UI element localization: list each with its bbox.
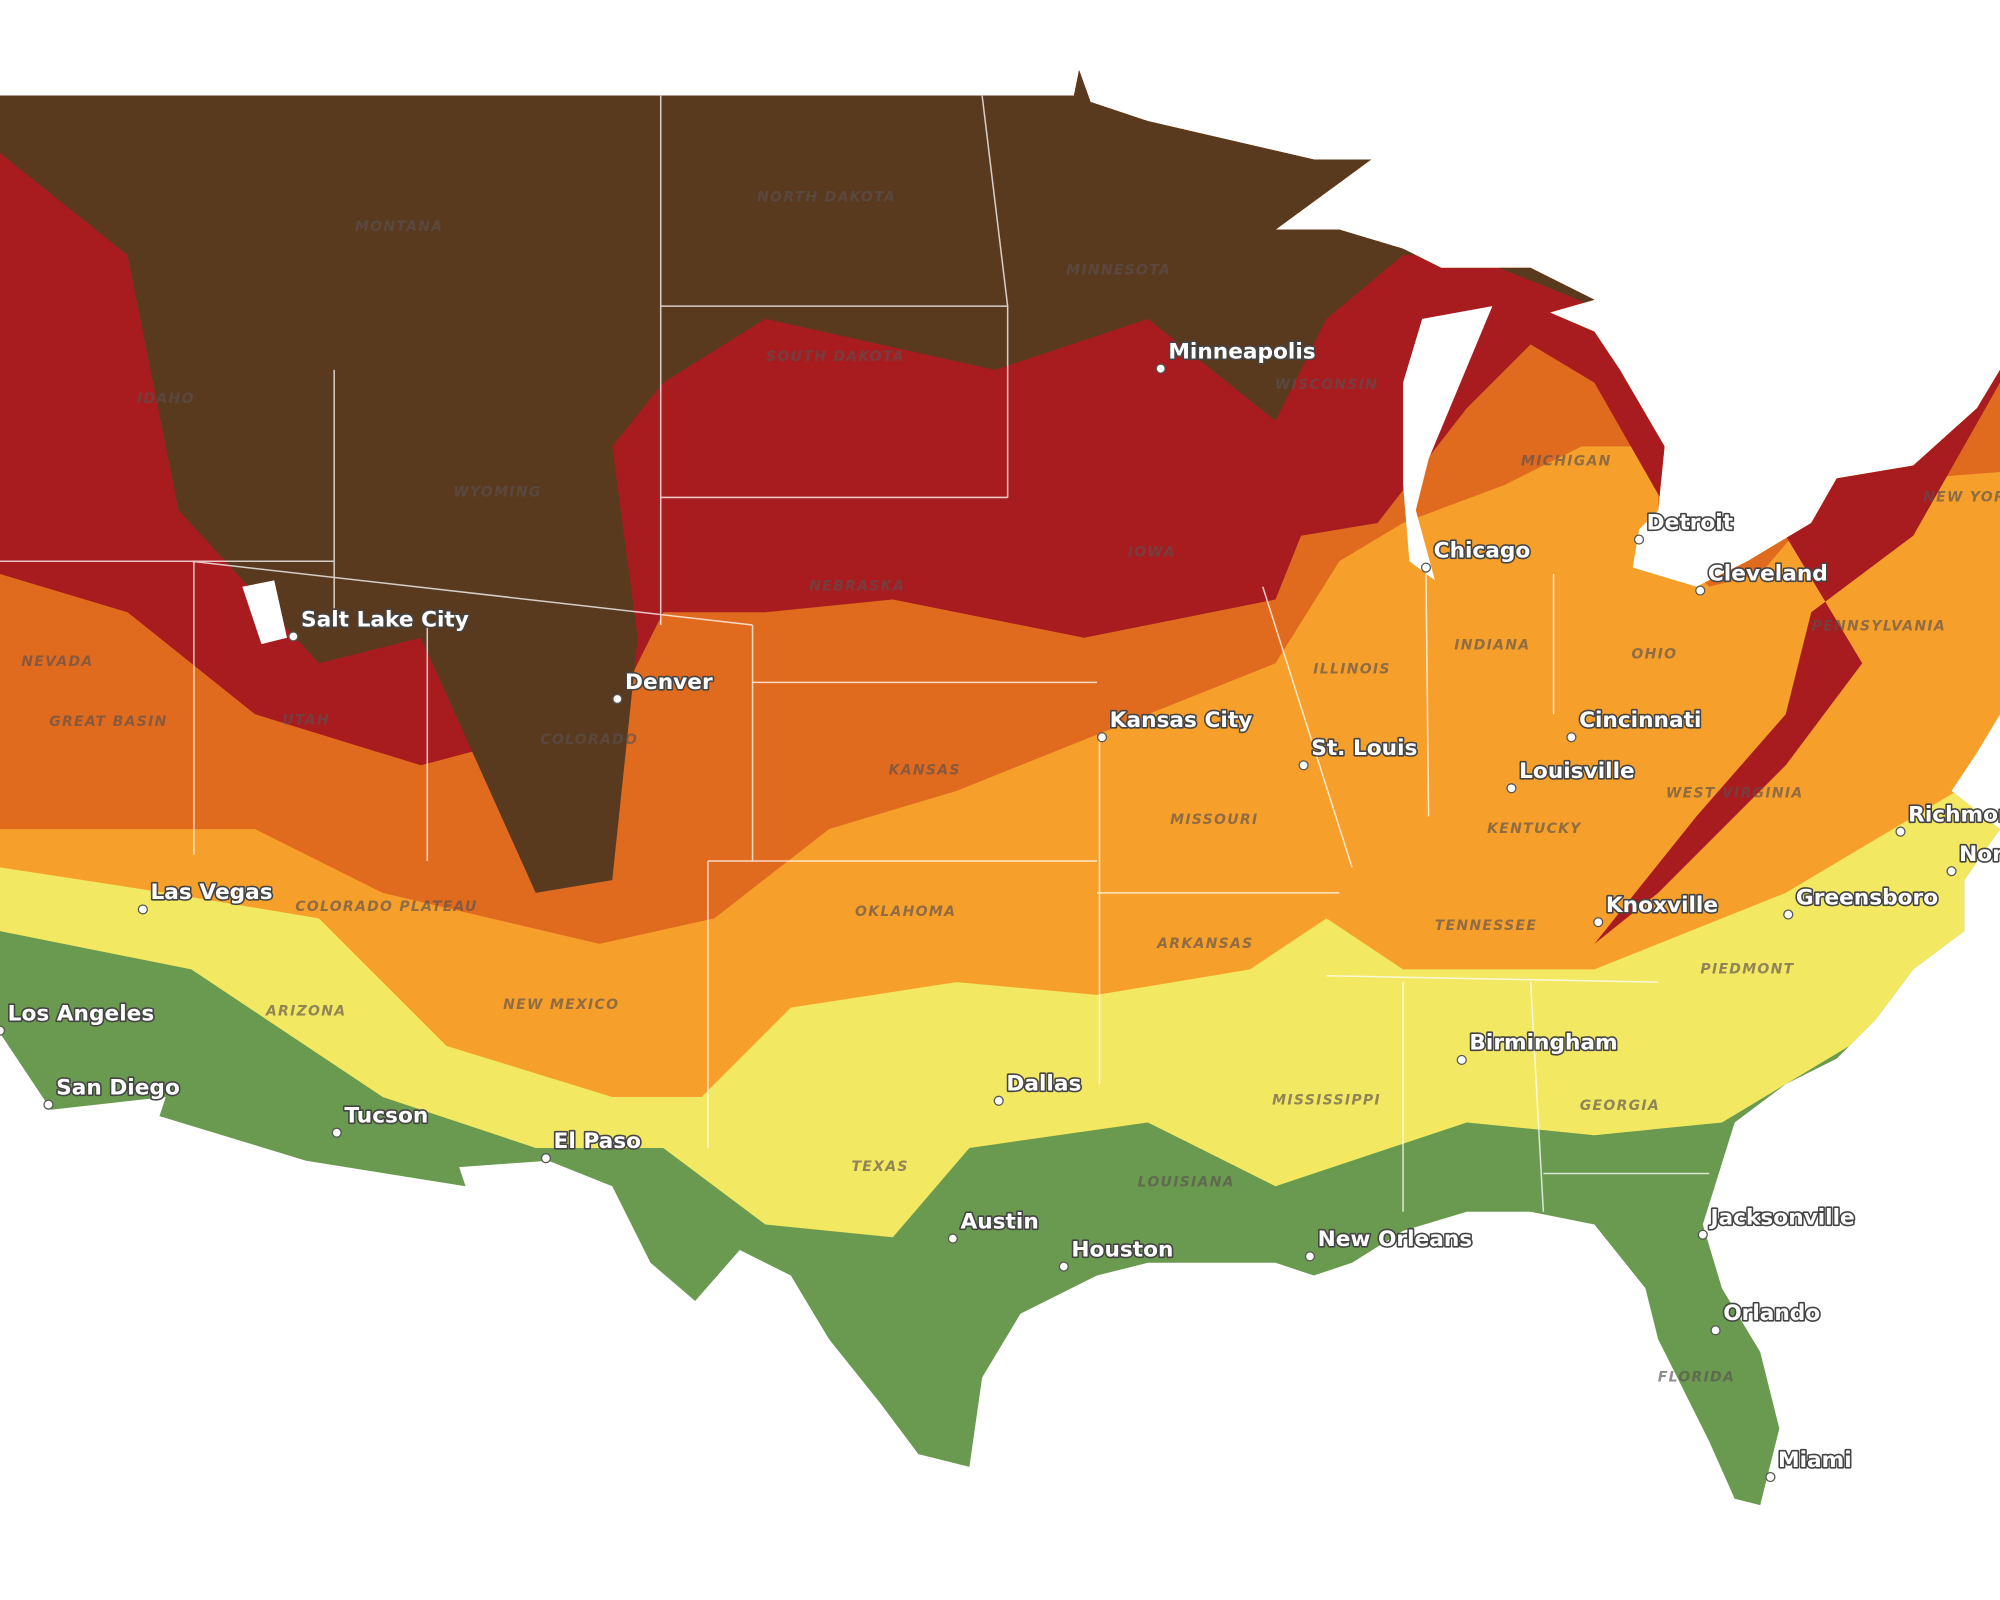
region-label: PENNSYLVANIA — [1812, 618, 1946, 634]
city-dot — [1695, 585, 1706, 596]
city-dot — [1096, 732, 1108, 743]
region-label: KANSAS — [889, 762, 961, 778]
city-label: Richmond — [1908, 802, 2000, 827]
region-label: TEXAS — [851, 1159, 908, 1175]
lake-michigan — [1403, 306, 1493, 581]
city-dot — [1506, 783, 1517, 794]
city-label: Chicago — [1434, 538, 1531, 563]
city-label: Houston — [1071, 1237, 1173, 1262]
region-label: NORTH DAKOTA — [757, 190, 896, 206]
region-label: COLORADO PLATEAU — [295, 899, 477, 915]
city-label: Tucson — [344, 1103, 428, 1128]
city-dot — [1633, 534, 1645, 545]
city-dot — [331, 1127, 342, 1138]
city-label: Detroit — [1647, 510, 1733, 535]
region-label: NEW YORK — [1923, 489, 2000, 505]
region-label: ILLINOIS — [1313, 662, 1390, 678]
region-labels: MONTANA NORTH DAKOTA MINNESOTA SOUTH DAKOTA… — [21, 190, 2000, 1386]
region-label: UTAH — [282, 713, 330, 729]
city-label: Los Angeles — [8, 1001, 155, 1026]
city-dot — [288, 631, 299, 642]
region-label: FLORIDA — [1658, 1370, 1735, 1386]
region-label: ARIZONA — [265, 1003, 346, 1019]
city-label: Louisville — [1519, 759, 1635, 784]
city-label: Kansas City — [1110, 708, 1253, 733]
region-label: COLORADO — [540, 732, 638, 748]
city-dot — [1710, 1325, 1721, 1336]
city-label: Jacksonville — [1708, 1205, 1854, 1230]
city-label: Greensboro — [1796, 885, 1938, 910]
city-label: Orlando — [1723, 1301, 1820, 1326]
city-dot — [1946, 866, 1957, 877]
city-dot — [993, 1095, 1004, 1106]
city-label: Miami — [1778, 1448, 1852, 1473]
city-label: El Paso — [554, 1129, 642, 1154]
city-dot — [947, 1233, 958, 1244]
city-dot — [1783, 909, 1794, 920]
region-label: NEVADA — [21, 654, 93, 670]
region-label: NEBRASKA — [809, 579, 905, 595]
city-label: Cleveland — [1708, 561, 1828, 586]
city-label: Denver — [625, 670, 713, 695]
region-label: GREAT BASIN — [49, 714, 167, 730]
region-label: SOUTH DAKOTA — [766, 349, 905, 365]
region-label: MINNESOTA — [1066, 262, 1171, 278]
state-borders — [0, 95, 1710, 1212]
region-label: IOWA — [1128, 544, 1176, 560]
region-label: IDAHO — [137, 391, 195, 407]
region-label: MISSOURI — [1170, 812, 1258, 828]
city-dot — [1456, 1054, 1467, 1066]
city-dot — [137, 904, 148, 915]
region-label: ARKANSAS — [1156, 936, 1253, 952]
region-label: NEW MEXICO — [503, 997, 619, 1013]
city-label: Dallas — [1006, 1072, 1081, 1097]
city-dot — [1895, 826, 1906, 837]
city-dot — [1765, 1471, 1776, 1483]
city-dot — [1566, 732, 1577, 743]
region-label: OHIO — [1631, 646, 1677, 662]
city-label: Minneapolis — [1168, 339, 1315, 364]
region-label: MICHIGAN — [1521, 454, 1612, 470]
city-dot — [612, 693, 623, 705]
region-label: MISSISSIPPI — [1272, 1093, 1381, 1109]
region-label: WEST VIRGINIA — [1666, 785, 1804, 801]
region-label: PIEDMONT — [1700, 961, 1794, 977]
region-label: OKLAHOMA — [855, 904, 956, 920]
region-label: LOUISIANA — [1138, 1174, 1235, 1190]
city-dot — [1697, 1229, 1708, 1240]
city-label: Cincinnati — [1579, 708, 1701, 733]
city-dot — [1304, 1251, 1316, 1262]
region-label: WISCONSIN — [1275, 377, 1378, 393]
city-dot — [1298, 760, 1309, 771]
city-markers: Minneapolis Chicago Detroit Cleveland Salt L… — [0, 338, 2000, 1483]
region-label: MONTANA — [355, 219, 443, 235]
great-salt-lake — [242, 580, 287, 645]
city-dot — [0, 1025, 6, 1036]
region-label: KENTUCKY — [1487, 821, 1582, 837]
city-dot — [1593, 917, 1604, 928]
city-label: San Diego — [56, 1075, 180, 1100]
city-label: Norfolk — [1959, 842, 2000, 867]
city-label: Austin — [960, 1209, 1038, 1234]
city-label: Las Vegas — [151, 880, 273, 905]
city-label: Knoxville — [1606, 893, 1718, 918]
city-label: New Orleans — [1318, 1227, 1473, 1252]
city-label: Birmingham — [1469, 1031, 1617, 1056]
region-label: TENNESSEE — [1435, 918, 1537, 934]
city-dot — [1155, 363, 1166, 374]
city-label: St. Louis — [1311, 736, 1417, 761]
city-dot — [540, 1153, 552, 1164]
city-dot — [43, 1099, 54, 1110]
region-label: WYOMING — [453, 484, 541, 500]
region-label: INDIANA — [1454, 637, 1530, 653]
city-dot — [1420, 562, 1432, 573]
city-label: Salt Lake City — [301, 607, 469, 632]
city-dot — [1058, 1261, 1069, 1272]
region-label: GEORGIA — [1580, 1098, 1660, 1114]
